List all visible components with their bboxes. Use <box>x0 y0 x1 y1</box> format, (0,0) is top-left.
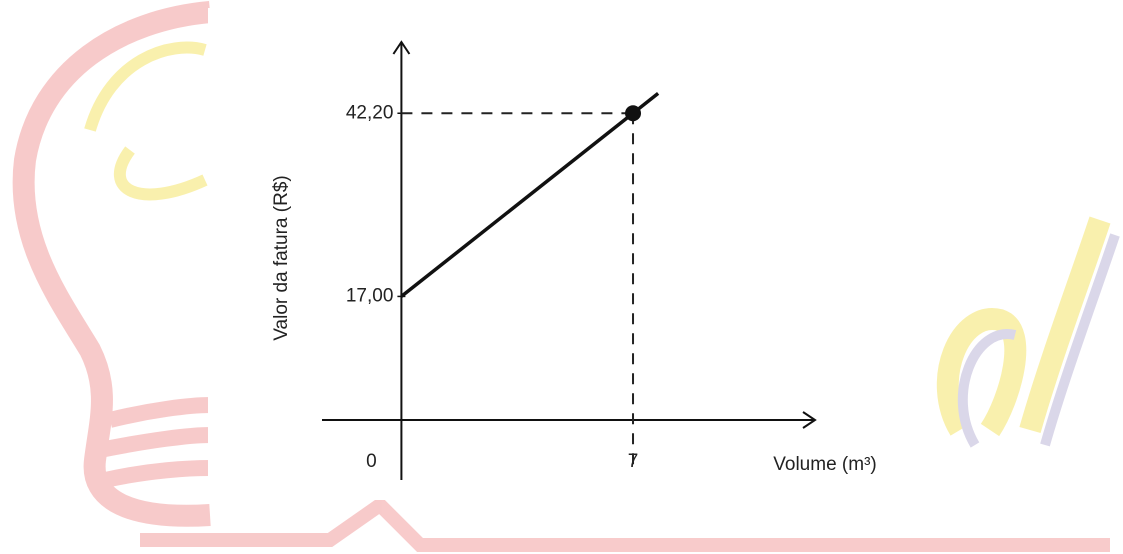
line-series <box>400 111 635 298</box>
x-axis-label: Volume (m³) <box>773 454 876 475</box>
chart-background <box>208 8 926 500</box>
y-axis-arrow <box>392 40 411 55</box>
y-tick-label: 17,00 <box>346 285 394 306</box>
y-tick-label: 42,20 <box>346 102 394 123</box>
x-tick-label: 0 <box>366 451 377 472</box>
watermark <box>12 1 1120 552</box>
y-axis-label: Valor da fatura (R$) <box>271 175 292 340</box>
point-marker <box>625 105 642 122</box>
x-axis-arrow <box>802 411 817 429</box>
